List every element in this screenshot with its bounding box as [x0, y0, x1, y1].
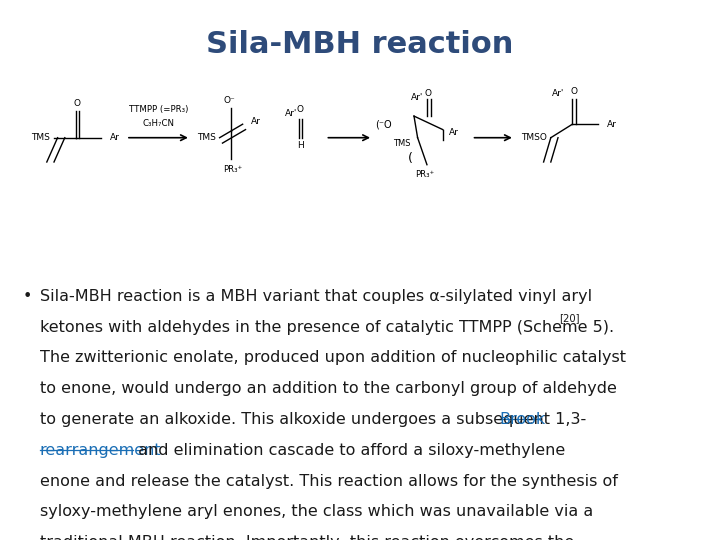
Text: TMS: TMS	[197, 133, 216, 142]
Text: O: O	[425, 89, 432, 98]
Text: TMS: TMS	[32, 133, 50, 142]
Text: TMS: TMS	[393, 139, 410, 147]
Text: Ar': Ar'	[552, 89, 564, 98]
Text: rearrangement: rearrangement	[40, 443, 161, 458]
Text: Brook: Brook	[499, 412, 545, 427]
Text: Ar: Ar	[110, 133, 120, 142]
Text: TTMPP (=PR₃): TTMPP (=PR₃)	[129, 105, 188, 114]
Text: PR₃⁺: PR₃⁺	[415, 170, 434, 179]
Text: syloxy-methylene aryl enones, the class which was unavailable via a: syloxy-methylene aryl enones, the class …	[40, 504, 593, 519]
Text: Ar: Ar	[251, 117, 261, 126]
Text: ketones with aldehydes in the presence of catalytic TTMPP (Scheme 5).: ketones with aldehydes in the presence o…	[40, 320, 613, 335]
Text: (: (	[408, 152, 413, 165]
Text: C₃H₇CN: C₃H₇CN	[143, 119, 174, 127]
Text: Sila-MBH reaction is a MBH variant that couples α-silylated vinyl aryl: Sila-MBH reaction is a MBH variant that …	[40, 289, 592, 304]
Text: Ar': Ar'	[411, 93, 424, 102]
Text: O: O	[73, 99, 81, 108]
Text: •: •	[23, 289, 32, 304]
Text: PR₃⁺: PR₃⁺	[223, 165, 242, 173]
Text: to enone, would undergo an addition to the carbonyl group of aldehyde: to enone, would undergo an addition to t…	[40, 381, 616, 396]
Text: Ar': Ar'	[285, 109, 298, 118]
Text: Ar: Ar	[607, 120, 617, 129]
Text: [20]: [20]	[559, 313, 580, 323]
Text: The zwitterionic enolate, produced upon addition of nucleophilic catalyst: The zwitterionic enolate, produced upon …	[40, 350, 626, 366]
Text: TMSO: TMSO	[521, 133, 547, 142]
Text: H: H	[297, 141, 304, 150]
Text: traditional MBH reaction. Importantly, this reaction overcomes the: traditional MBH reaction. Importantly, t…	[40, 535, 574, 540]
Text: Ar: Ar	[449, 128, 459, 137]
Text: O: O	[570, 87, 577, 96]
Text: and elimination cascade to afford a siloxy-methylene: and elimination cascade to afford a silo…	[133, 443, 565, 458]
Text: enone and release the catalyst. This reaction allows for the synthesis of: enone and release the catalyst. This rea…	[40, 474, 618, 489]
Text: (⁻O: (⁻O	[375, 119, 392, 129]
Text: O⁻: O⁻	[223, 97, 235, 105]
Text: Sila-MBH reaction: Sila-MBH reaction	[207, 30, 513, 59]
Text: to generate an alkoxide. This alkoxide undergoes a subsequent 1,3-: to generate an alkoxide. This alkoxide u…	[40, 412, 586, 427]
Text: O: O	[297, 105, 304, 114]
